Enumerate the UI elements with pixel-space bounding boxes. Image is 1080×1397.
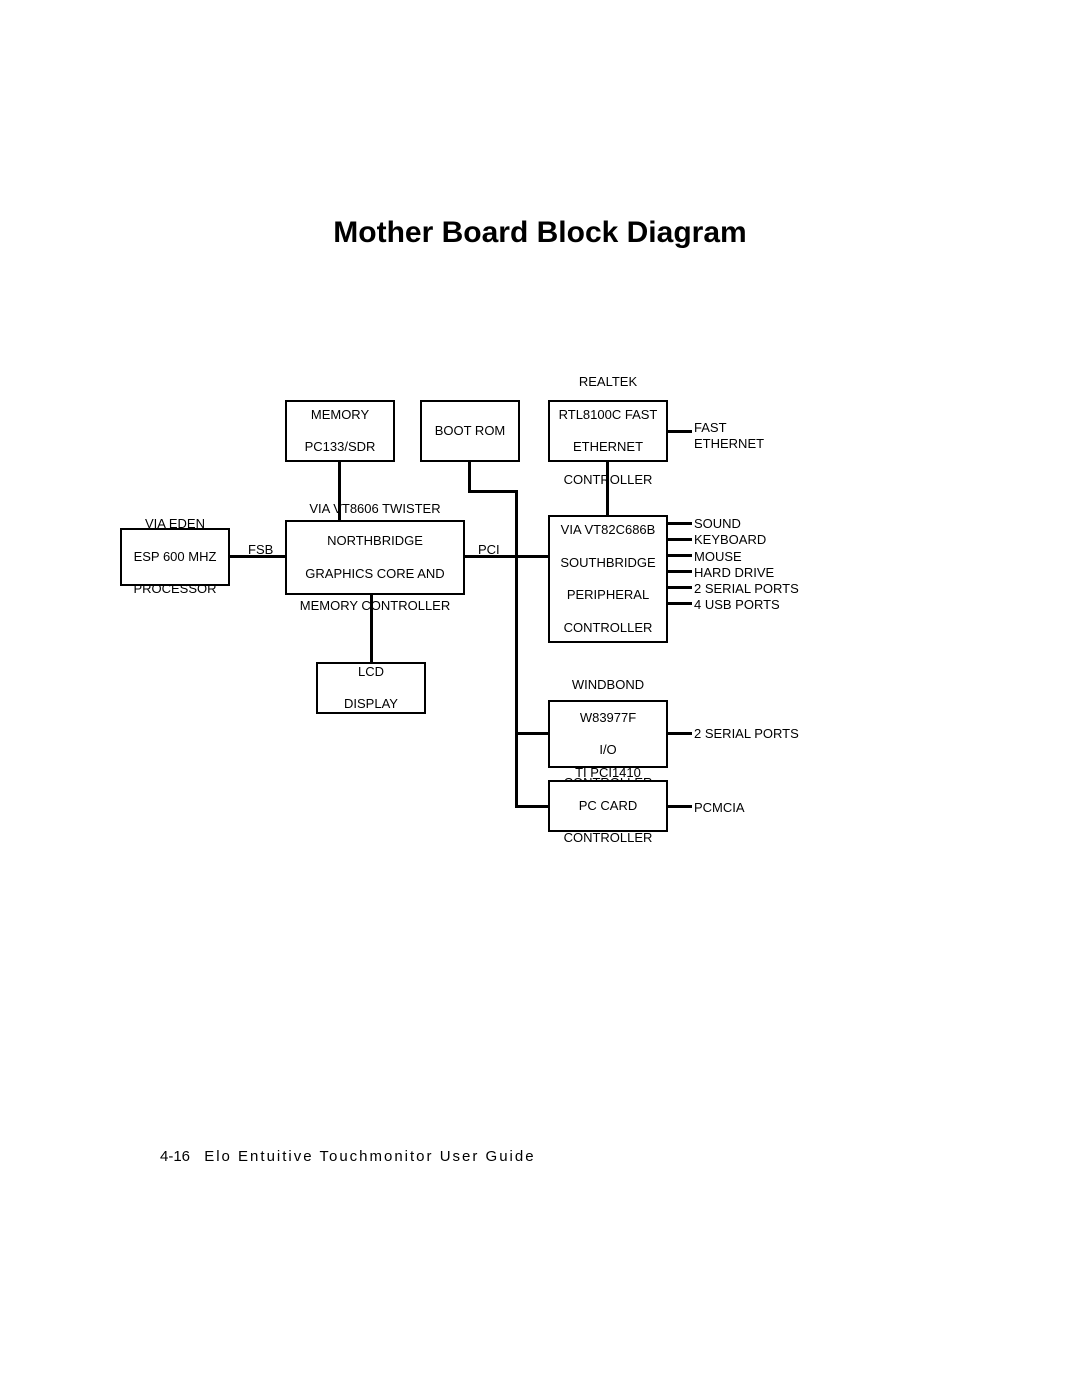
block-ethernet: REALTEKRTL8100C FASTETHERNETCONTROLLER [548,400,668,462]
label-text-line: 2 SERIAL PORTS [694,726,799,741]
edge-winbond-label [668,732,692,735]
page-title: Mother Board Block Diagram [0,216,1080,250]
block-text-line: PERIPHERAL [567,587,649,603]
block-text-line: ESP 600 MHZ [134,549,217,565]
block-northbridge: VIA VT8606 TWISTERNORTHBRIDGEGRAPHICS CO… [285,520,465,595]
block-text-line: GRAPHICS CORE AND [305,566,444,582]
label-text-line: KEYBOARD [694,532,766,547]
block-text-line: W83977F [580,710,636,726]
label-text-line: 2 SERIAL PORTS [694,581,799,596]
block-processor: VIA EDENESP 600 MHZPROCESSOR [120,528,230,586]
label-fsb: FSB [248,542,273,558]
label-text-line: FAST [694,420,727,435]
edge-pccard-label [668,805,692,808]
edge-bootrom-down [468,462,471,492]
block-text-line: PROCESSOR [133,581,216,597]
edge-sb-serial [668,586,692,589]
block-text-line: ETHERNET [573,439,643,455]
label-text-line: HARD DRIVE [694,565,774,580]
block-text-line: MEMORY CONTROLLER [300,598,451,614]
block-text-line: I/O [599,742,616,758]
edge-sb-sound [668,522,692,525]
edge-ethernet-label [668,430,692,433]
edge-ethernet-southbridge [606,462,609,515]
edge-pci-bus-vertical [515,490,518,808]
block-text-line: VIA VT82C686B [561,522,656,538]
edge-sb-harddrive [668,570,692,573]
block-text-line: PC133/SDR [305,439,376,455]
footer-page-number: 4-16 [160,1148,190,1165]
block-text-line: CONTROLLER [564,620,653,636]
block-winbond-io: WINDBONDW83977FI/OCONTROLLER [548,700,668,768]
edge-sb-usb [668,602,692,605]
block-memory: MEMORY PC133/SDR [285,400,395,462]
block-text-line: VIA EDEN [145,516,205,532]
block-text-line: WINDBOND [572,677,644,693]
block-text-line: CONTROLLER [564,472,653,488]
block-lcd-display: LCD DISPLAY [316,662,426,714]
block-pccard: TI PCI1410PC CARDCONTROLLER [548,780,668,832]
block-boot-rom: BOOT ROM [420,400,520,462]
block-diagram: MEMORYPC133/SDR BOOT ROM REALTEKRTL8100C… [120,400,980,870]
label-text-line: PCI [478,542,500,557]
block-text-line: SOUTHBRIDGE [560,555,655,571]
label-southbridge-ports: SOUNDKEYBOARD MOUSEHARD DRIVE2 SERIAL POR… [694,516,799,614]
edge-sb-keyboard [668,538,692,541]
block-text-line: DISPLAY [344,696,398,712]
edge-pci-pccard [515,805,548,808]
footer-guide-title: Elo Entuitive Touchmonitor User Guide [204,1148,535,1165]
edge-bootrom-across [468,490,517,493]
block-text-line: REALTEK [579,374,637,390]
label-text-line: PCMCIA [694,800,745,815]
block-text-line: NORTHBRIDGE [327,533,423,549]
label-text-line: ETHERNET [694,436,764,451]
label-text-line: SOUND [694,516,741,531]
block-text-line: BOOT ROM [435,423,506,439]
label-text-line: FSB [248,542,273,557]
edge-pci-winbond [515,732,548,735]
page-footer: 4-16 Elo Entuitive Touchmonitor User Gui… [160,1148,536,1165]
block-text-line: PC CARD [579,798,638,814]
block-text-line: LCD [358,664,384,680]
label-pci: PCI [478,542,500,558]
label-text-line: MOUSE [694,549,742,564]
label-pcmcia: PCMCIA [694,800,745,816]
label-serial-ports: 2 SERIAL PORTS [694,726,799,742]
block-text-line: MEMORY [311,407,369,423]
block-text-line: CONTROLLER [564,830,653,846]
edge-sb-mouse [668,554,692,557]
block-text-line: TI PCI1410 [575,765,641,781]
label-text-line: 4 USB PORTS [694,597,780,612]
label-fast-ethernet: FASTETHERNET [694,420,764,453]
block-southbridge: VIA VT82C686B SOUTHBRIDGE PERIPHERAL CONTRO… [548,515,668,643]
page: Mother Board Block Diagram [0,0,1080,1397]
block-text-line: RTL8100C FAST [559,407,658,423]
block-text-line: VIA VT8606 TWISTER [309,501,440,517]
